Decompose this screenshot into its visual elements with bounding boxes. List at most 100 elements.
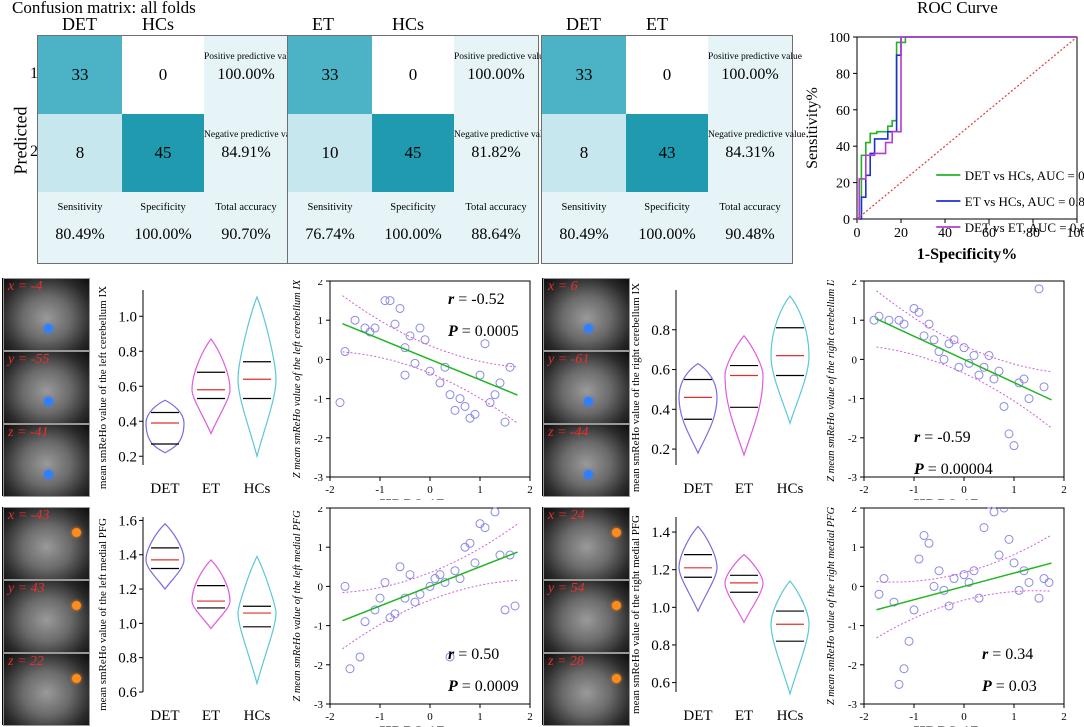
spec-cell: Specificity 100.00% xyxy=(372,192,454,263)
scatter-point xyxy=(989,374,999,384)
matrix-col-header: ET xyxy=(646,14,668,34)
scatter-xtick-label: 1 xyxy=(477,711,483,723)
roc-ytick-label: 20 xyxy=(836,177,850,192)
scatter-point xyxy=(974,593,984,603)
scatter-point xyxy=(949,574,959,584)
scatter-point xyxy=(1004,534,1014,544)
scatter-xtick-label: 2 xyxy=(1061,484,1067,496)
scatter-ci-upper xyxy=(876,534,1052,583)
scatter-point xyxy=(390,319,400,329)
ppv-label: Positive predictive value xyxy=(454,52,548,62)
scatter-point xyxy=(909,605,919,615)
acc-cell: Total accuracy 90.70% xyxy=(204,192,288,263)
scatter-xlabel: zHDRS-17 scores xyxy=(371,724,488,727)
scatter-point xyxy=(335,398,345,408)
scatter-xtick-label: 1 xyxy=(1011,484,1017,496)
scatter-xtick-label: -2 xyxy=(325,711,334,723)
scatter-xtick-label: 0 xyxy=(427,711,433,723)
scatter-point xyxy=(934,566,944,576)
scatter-xtick-label: -1 xyxy=(909,484,918,496)
scatter-point xyxy=(505,550,515,560)
roc-series-line xyxy=(857,36,1077,220)
matrix-col-header: ET xyxy=(312,14,334,34)
scatter-point xyxy=(420,335,430,345)
matrix-cell-fn: 10 xyxy=(288,114,372,192)
violin-ytick-label: 1.4 xyxy=(651,525,670,541)
scatter-point xyxy=(939,354,949,364)
scatter-point xyxy=(944,601,954,611)
confusion-title: Confusion matrix: all folds xyxy=(12,0,196,17)
scatter-fit-line xyxy=(342,551,518,622)
npv-value: 84.31% xyxy=(725,144,775,161)
scatter-point xyxy=(1034,284,1044,294)
confusion-matrix-3: 33 0 8 43 Positive predictive value 100.00% Ne… xyxy=(541,35,806,264)
violin-shape xyxy=(237,295,277,459)
scatter-point xyxy=(405,570,415,580)
scatter-point xyxy=(959,343,969,353)
ppv-cell: Positive predictive value 100.00% xyxy=(708,36,802,114)
slice-coordinate: x = -4 xyxy=(8,279,43,294)
scatter-ci-lower xyxy=(876,590,1052,639)
brain-slice-image: x = -43 xyxy=(3,507,90,580)
row-label-2: 2 xyxy=(30,143,38,160)
brain-slice-image: z = 22 xyxy=(3,653,90,726)
roc-frame xyxy=(856,36,1078,220)
scatter-xtick-label: -2 xyxy=(859,711,868,723)
scatter-ytick-label: 1 xyxy=(318,315,324,327)
activation-cluster xyxy=(44,470,53,479)
scatter-point xyxy=(879,574,889,584)
violin-group-label: HCs xyxy=(244,481,271,497)
npv-label: Negative predictive value xyxy=(204,130,302,140)
scatter-point xyxy=(400,370,410,380)
scatter-xtick-label: 2 xyxy=(1061,711,1067,723)
acc-label: Total accuracy xyxy=(719,202,781,213)
scatter-xtick-label: 0 xyxy=(961,711,967,723)
scatter-point xyxy=(350,315,360,325)
sens-label: Sensitivity xyxy=(307,202,353,213)
scatter-ytick-label: -3 xyxy=(314,472,324,484)
violin-ytick-label: 1.0 xyxy=(651,600,670,616)
violin-ylabel: mean smReHo value of the right medial PF… xyxy=(630,515,642,714)
violin-ytick-label: 1.4 xyxy=(118,548,137,564)
scatter-point xyxy=(929,335,939,345)
scatter-point xyxy=(415,323,425,333)
scatter-point xyxy=(470,409,480,419)
scatter-point xyxy=(1039,382,1049,392)
slice-coordinate: x = -43 xyxy=(8,508,50,523)
slice-coordinate: x = 24 xyxy=(548,508,585,523)
activation-cluster xyxy=(72,528,81,537)
matrix-col-header: DET xyxy=(62,14,97,34)
roc-xtick-label: 100 xyxy=(1067,226,1084,241)
activation-cluster xyxy=(612,528,621,537)
sens-value: 80.49% xyxy=(559,226,609,243)
scatter-ylabel: Z mean smReHo value of the left cerebell… xyxy=(292,280,303,478)
roc-series-line xyxy=(857,36,1077,220)
scatter-r-text: r = 0.34 xyxy=(982,646,1033,663)
roc-ytick-label: 80 xyxy=(836,67,850,82)
scatter-point xyxy=(355,652,365,662)
scatter-point xyxy=(395,303,405,313)
scatter-ytick-label: 2 xyxy=(318,507,324,515)
scatter-point xyxy=(340,347,350,357)
roc-ytick-label: 40 xyxy=(836,140,850,155)
roc-chart: 00 20 20 40 40 60 60 80 80 100 100 1-Specificity% Se… xyxy=(804,31,1084,263)
scatter-point xyxy=(994,550,1004,560)
matrix-col-header: HCs xyxy=(392,14,425,34)
scatter-xtick-label: -2 xyxy=(859,484,868,496)
violin-ytick-label: 0.4 xyxy=(118,414,137,430)
scatter-point xyxy=(490,507,500,517)
scatter-point xyxy=(999,401,1009,411)
scatter-xtick-label: 0 xyxy=(427,484,433,496)
scatter-point xyxy=(979,523,989,533)
scatter-point xyxy=(919,530,929,540)
scatter-point xyxy=(914,307,924,317)
scatter-point xyxy=(1009,441,1019,451)
violin-chart: 0.8 0.6 0.4 0.2 mean smReHo value of the rig… xyxy=(630,283,810,497)
scatter-point xyxy=(360,617,370,627)
scatter-r-text: r = -0.59 xyxy=(914,429,971,446)
brain-slices: x = 24 y = 54 z = 28 xyxy=(542,507,630,726)
brain-slice-image: x = 24 xyxy=(543,507,630,580)
violin-ytick-label: 1.2 xyxy=(118,582,137,598)
violin-shape xyxy=(237,555,277,686)
